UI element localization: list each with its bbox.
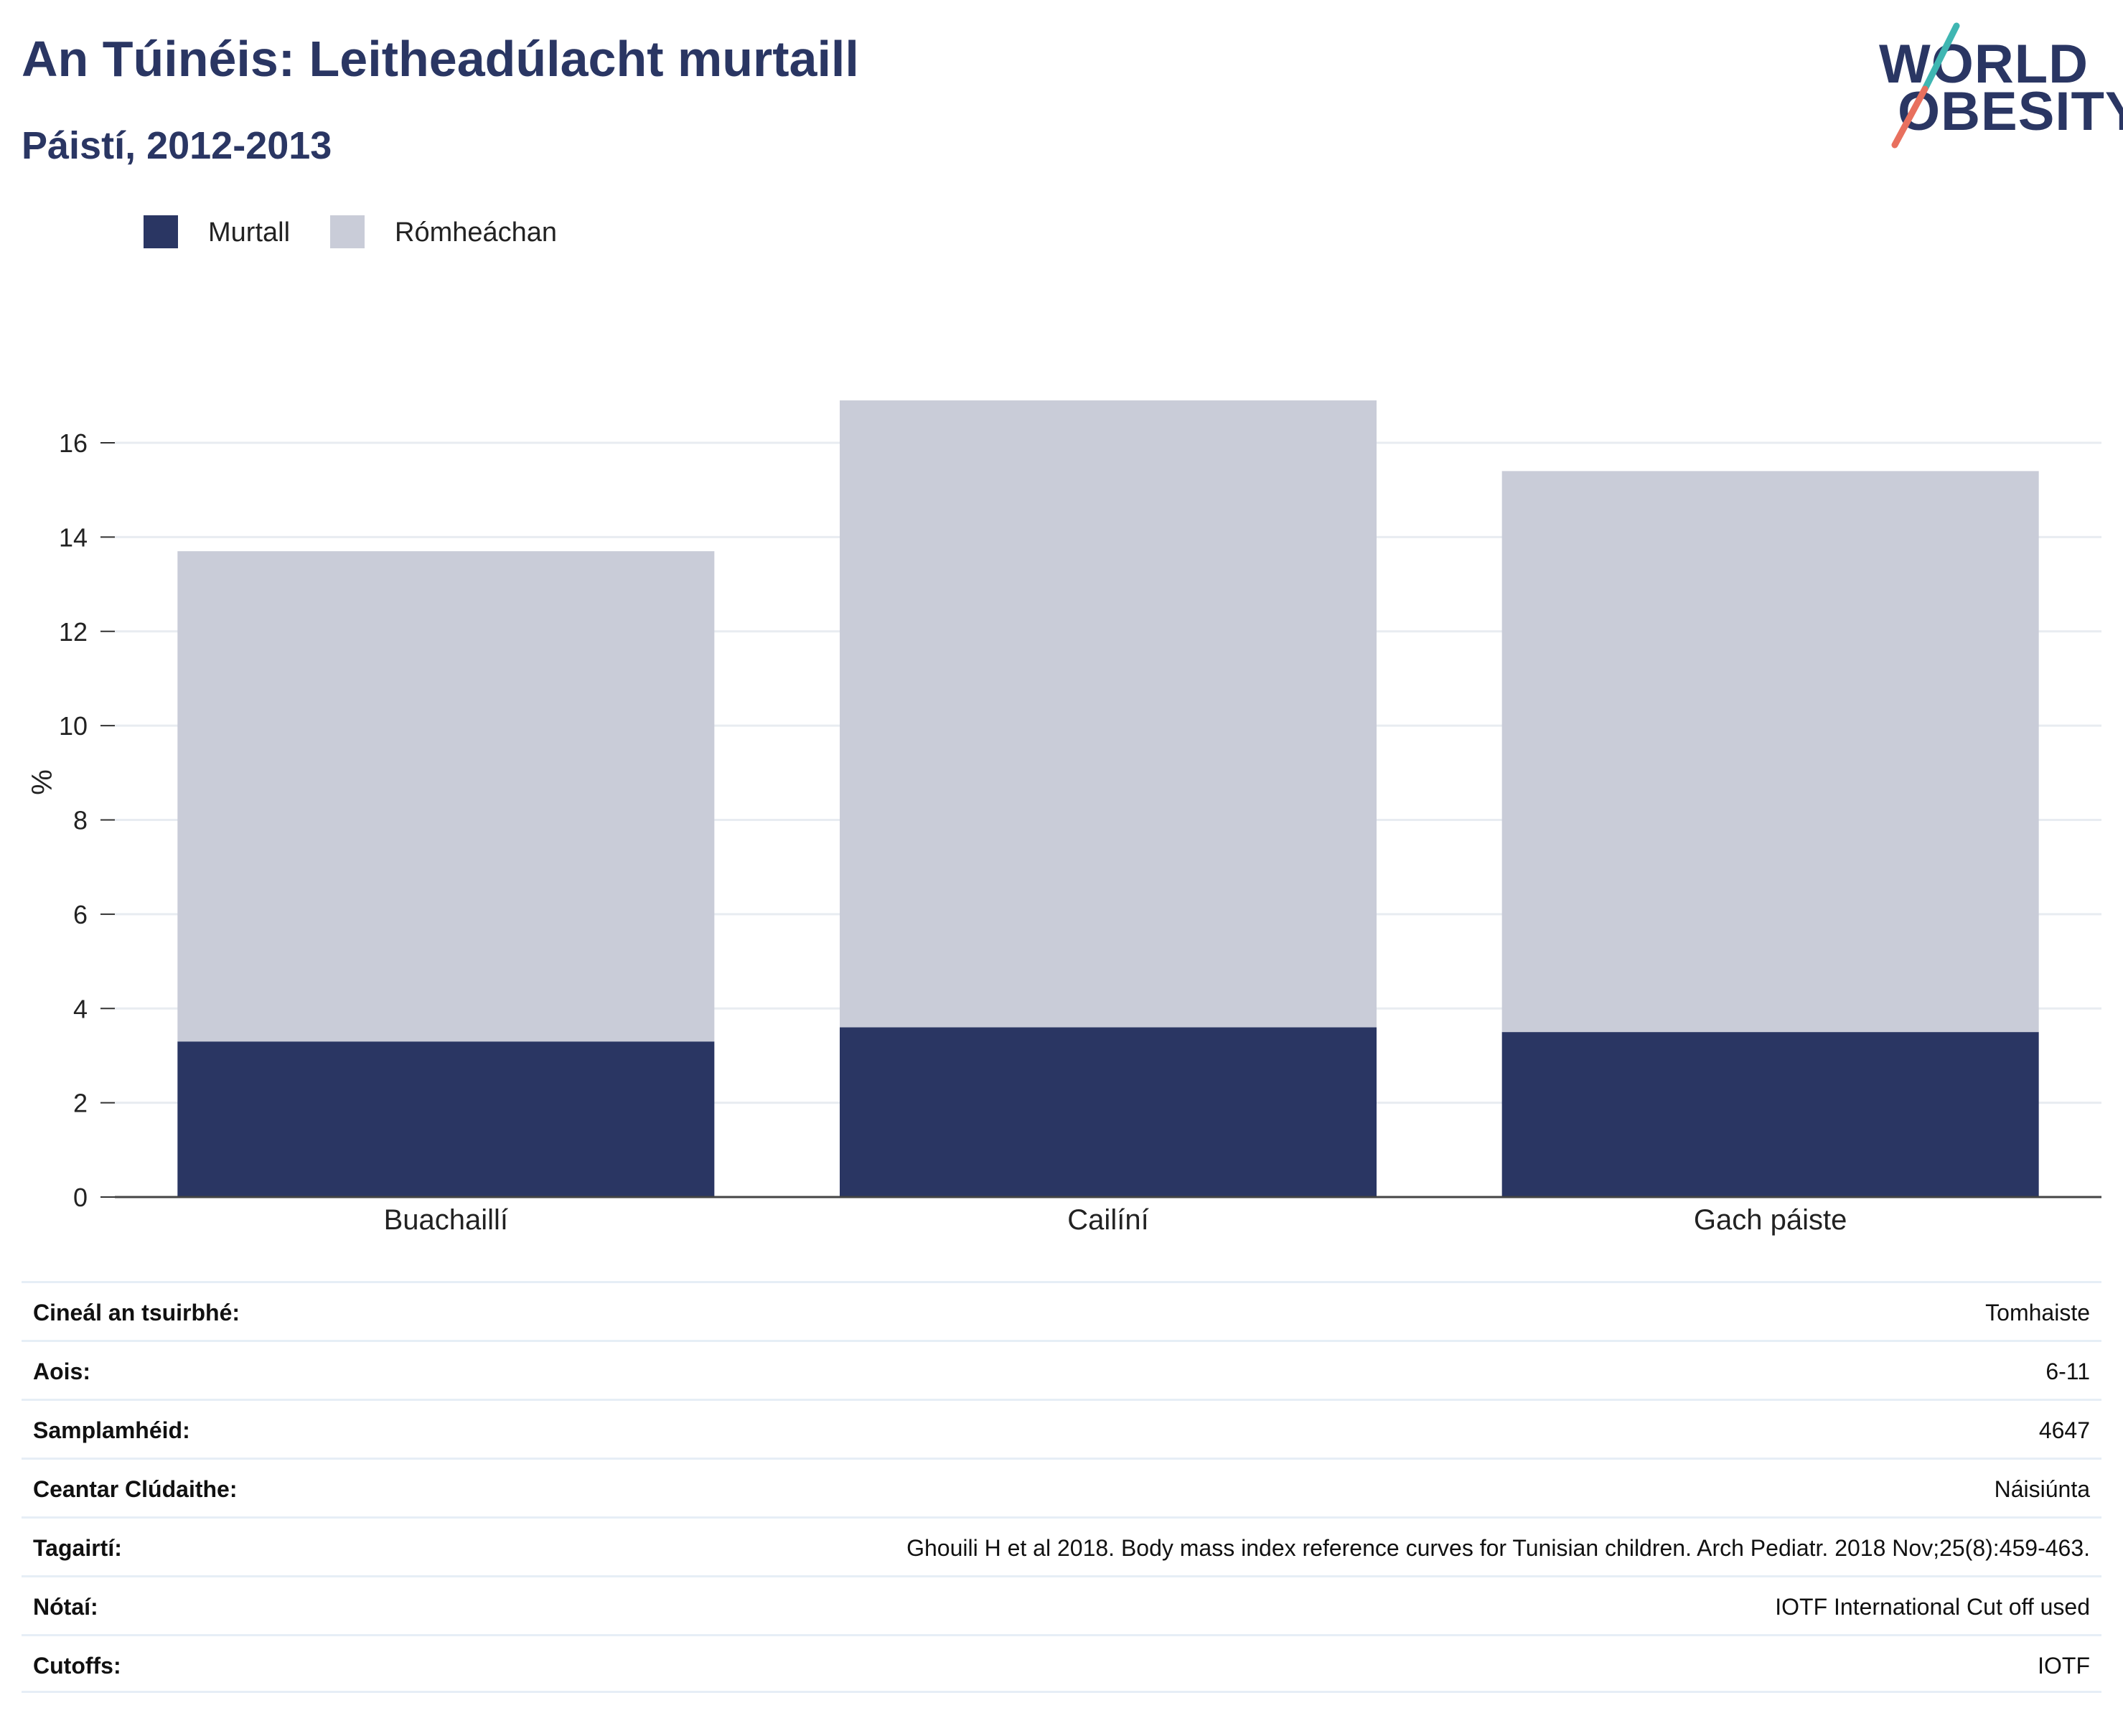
survey-info-table: Cineál an tsuirbhé: Tomhaiste Aois: 6-11…: [22, 1281, 2101, 1693]
bar-romheachan: [177, 551, 715, 1042]
info-value: 6-11: [2045, 1359, 2090, 1384]
info-value: Tomhaiste: [1985, 1300, 2090, 1326]
info-row-notes: Nótaí: IOTF International Cut off used: [22, 1575, 2101, 1634]
legend-label-romheachan: Rómheáchan: [395, 217, 558, 248]
bar-murtall: [1501, 1032, 2039, 1197]
world-obesity-logo: WORLD OBESITY: [1866, 22, 2123, 151]
x-tick-label: Buachaillí: [384, 1204, 508, 1236]
y-tick-label: 6: [73, 900, 88, 929]
legend-swatch-romheachan: [330, 215, 365, 248]
x-tick-label: Cailíní: [1067, 1204, 1148, 1236]
y-tick-label: 10: [59, 711, 88, 741]
info-row-survey-type: Cineál an tsuirbhé: Tomhaiste: [22, 1281, 2101, 1340]
info-value: Náisiúnta: [1994, 1476, 2090, 1502]
info-row-references: Tagairtí: Ghouili H et al 2018. Body mas…: [22, 1516, 2101, 1575]
bar-romheachan: [840, 400, 1377, 1028]
y-tick-label: 12: [59, 617, 88, 647]
y-tick-label: 14: [59, 522, 88, 552]
info-label: Cutoffs:: [33, 1653, 121, 1679]
logo-text-world: WORLD: [1879, 34, 2089, 95]
logo-slash-icon: [1891, 22, 1960, 149]
y-tick-label: 16: [59, 428, 88, 458]
chart-subtitle: Páistí, 2012-2013: [22, 124, 332, 167]
info-row-area-covered: Ceantar Clúdaithe: Náisiúnta: [22, 1458, 2101, 1516]
info-value: Ghouili H et al 2018. Body mass index re…: [906, 1535, 2090, 1561]
info-label: Cineál an tsuirbhé:: [33, 1300, 240, 1326]
legend-swatch-murtall: [144, 215, 178, 248]
info-label: Tagairtí:: [33, 1535, 122, 1561]
x-tick-label: Gach páiste: [1694, 1204, 1847, 1236]
stacked-bar-chart: 0 2 4 6 8 10 12 14 16% Buachaillí Cailíní Gach páis…: [27, 400, 2101, 1236]
info-value: IOTF: [2038, 1653, 2090, 1679]
legend-label-murtall: Murtall: [208, 217, 291, 248]
info-value: 4647: [2038, 1417, 2090, 1443]
info-row-age: Aois: 6-11: [22, 1340, 2101, 1399]
y-tick-label: 8: [73, 806, 88, 835]
info-label: Nótaí:: [33, 1594, 98, 1620]
info-value: IOTF International Cut off used: [1775, 1594, 2090, 1620]
logo-text-obesity: OBESITY: [1898, 81, 2123, 142]
y-tick-label: 0: [73, 1183, 88, 1212]
info-row-sample-size: Samplamhéid: 4647: [22, 1399, 2101, 1458]
bar-murtall: [177, 1041, 715, 1197]
y-tick-label: 4: [73, 994, 88, 1023]
y-axis-label: %: [27, 769, 58, 795]
y-tick-label: 2: [73, 1089, 88, 1118]
bar-murtall: [840, 1027, 1377, 1197]
info-label: Ceantar Clúdaithe:: [33, 1476, 238, 1502]
info-label: Samplamhéid:: [33, 1417, 190, 1443]
info-row-cutoffs: Cutoffs: IOTF: [22, 1634, 2101, 1693]
chart-title: An Túinéis: Leitheadúlacht murtaill: [22, 31, 859, 87]
bar-romheachan: [1501, 471, 2039, 1033]
info-label: Aois:: [33, 1359, 90, 1384]
